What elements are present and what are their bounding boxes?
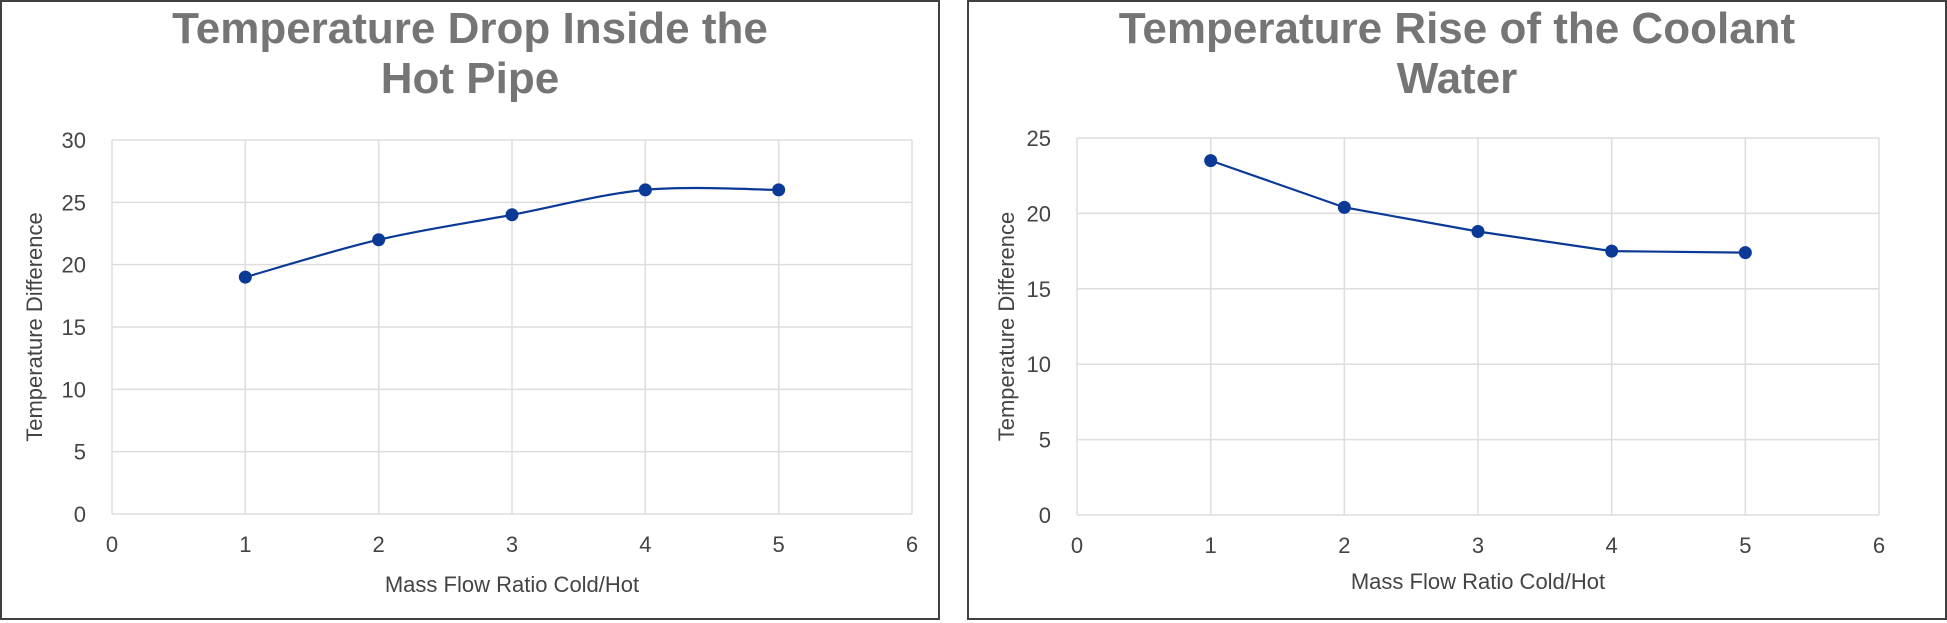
x-axis-label: Mass Flow Ratio Cold/Hot bbox=[385, 572, 639, 597]
chart-title-line-2: Hot Pipe bbox=[380, 54, 560, 103]
data-point-marker bbox=[1471, 224, 1485, 238]
chart-title-line-2: Water bbox=[1396, 54, 1518, 103]
x-tick-label: 4 bbox=[1606, 533, 1618, 558]
y-tick-label: 15 bbox=[62, 315, 86, 340]
x-tick-label: 0 bbox=[106, 532, 118, 557]
x-tick-label: 2 bbox=[1338, 533, 1350, 558]
chart-title: Temperature Drop Inside the Hot Pipe bbox=[2, 4, 938, 104]
y-axis-label: Temperature Difference bbox=[994, 212, 1019, 442]
data-point-marker bbox=[772, 183, 786, 197]
y-tick-label: 25 bbox=[62, 190, 86, 215]
y-tick-label: 0 bbox=[1039, 503, 1051, 528]
x-tick-label: 0 bbox=[1071, 533, 1083, 558]
y-tick-label: 20 bbox=[1027, 201, 1051, 226]
line-chart-temperature-rise: 0 5 10 15 20 25 0 1 2 3 4 5 6 Mass Flow Ratio Cold/Ho… bbox=[994, 126, 1885, 594]
x-tick-label: 1 bbox=[1205, 533, 1217, 558]
x-tick-label: 5 bbox=[1739, 533, 1751, 558]
x-tick-label: 3 bbox=[1472, 533, 1484, 558]
x-tick-label: 6 bbox=[1873, 533, 1885, 558]
x-tick-label: 3 bbox=[506, 532, 518, 557]
x-tick-label: 6 bbox=[906, 532, 918, 557]
line-chart-temperature-drop: 0 5 10 15 20 25 30 0 1 2 3 4 5 6 Mass Flow Ratio Cold/… bbox=[22, 128, 918, 597]
x-tick-label: 5 bbox=[773, 532, 785, 557]
data-point-marker bbox=[372, 233, 386, 247]
chart-panel-temperature-drop: Temperature Drop Inside the Hot Pipe 0 5 1… bbox=[0, 0, 940, 620]
y-tick-label: 0 bbox=[74, 502, 86, 527]
y-tick-label: 30 bbox=[62, 128, 86, 153]
data-point-marker bbox=[505, 208, 519, 222]
x-axis-label: Mass Flow Ratio Cold/Hot bbox=[1351, 569, 1605, 594]
chart-title-line-1: Temperature Drop Inside the bbox=[172, 4, 768, 53]
x-tick-label: 2 bbox=[373, 532, 385, 557]
y-tick-label: 5 bbox=[1039, 428, 1051, 453]
y-tick-label: 25 bbox=[1027, 126, 1051, 151]
data-point-marker bbox=[1204, 154, 1218, 168]
y-tick-label: 10 bbox=[62, 377, 86, 402]
x-tick-label: 1 bbox=[239, 532, 251, 557]
data-point-marker bbox=[1738, 246, 1752, 260]
chart-title: Temperature Rise of the Coolant Water bbox=[969, 4, 1945, 104]
chart-title-line-1: Temperature Rise of the Coolant bbox=[1118, 4, 1796, 53]
y-tick-label: 5 bbox=[74, 440, 86, 465]
y-tick-label: 10 bbox=[1027, 352, 1051, 377]
y-axis-label: Temperature Difference bbox=[22, 212, 47, 442]
x-tick-label: 4 bbox=[639, 532, 651, 557]
data-point-marker bbox=[638, 183, 652, 197]
data-point-marker bbox=[238, 270, 252, 284]
data-point-marker bbox=[1337, 200, 1351, 214]
data-point-marker bbox=[1605, 244, 1619, 258]
chart-panel-temperature-rise: Temperature Rise of the Coolant Water 0 5… bbox=[967, 0, 1947, 620]
y-tick-label: 20 bbox=[62, 253, 86, 278]
y-tick-label: 15 bbox=[1027, 277, 1051, 302]
